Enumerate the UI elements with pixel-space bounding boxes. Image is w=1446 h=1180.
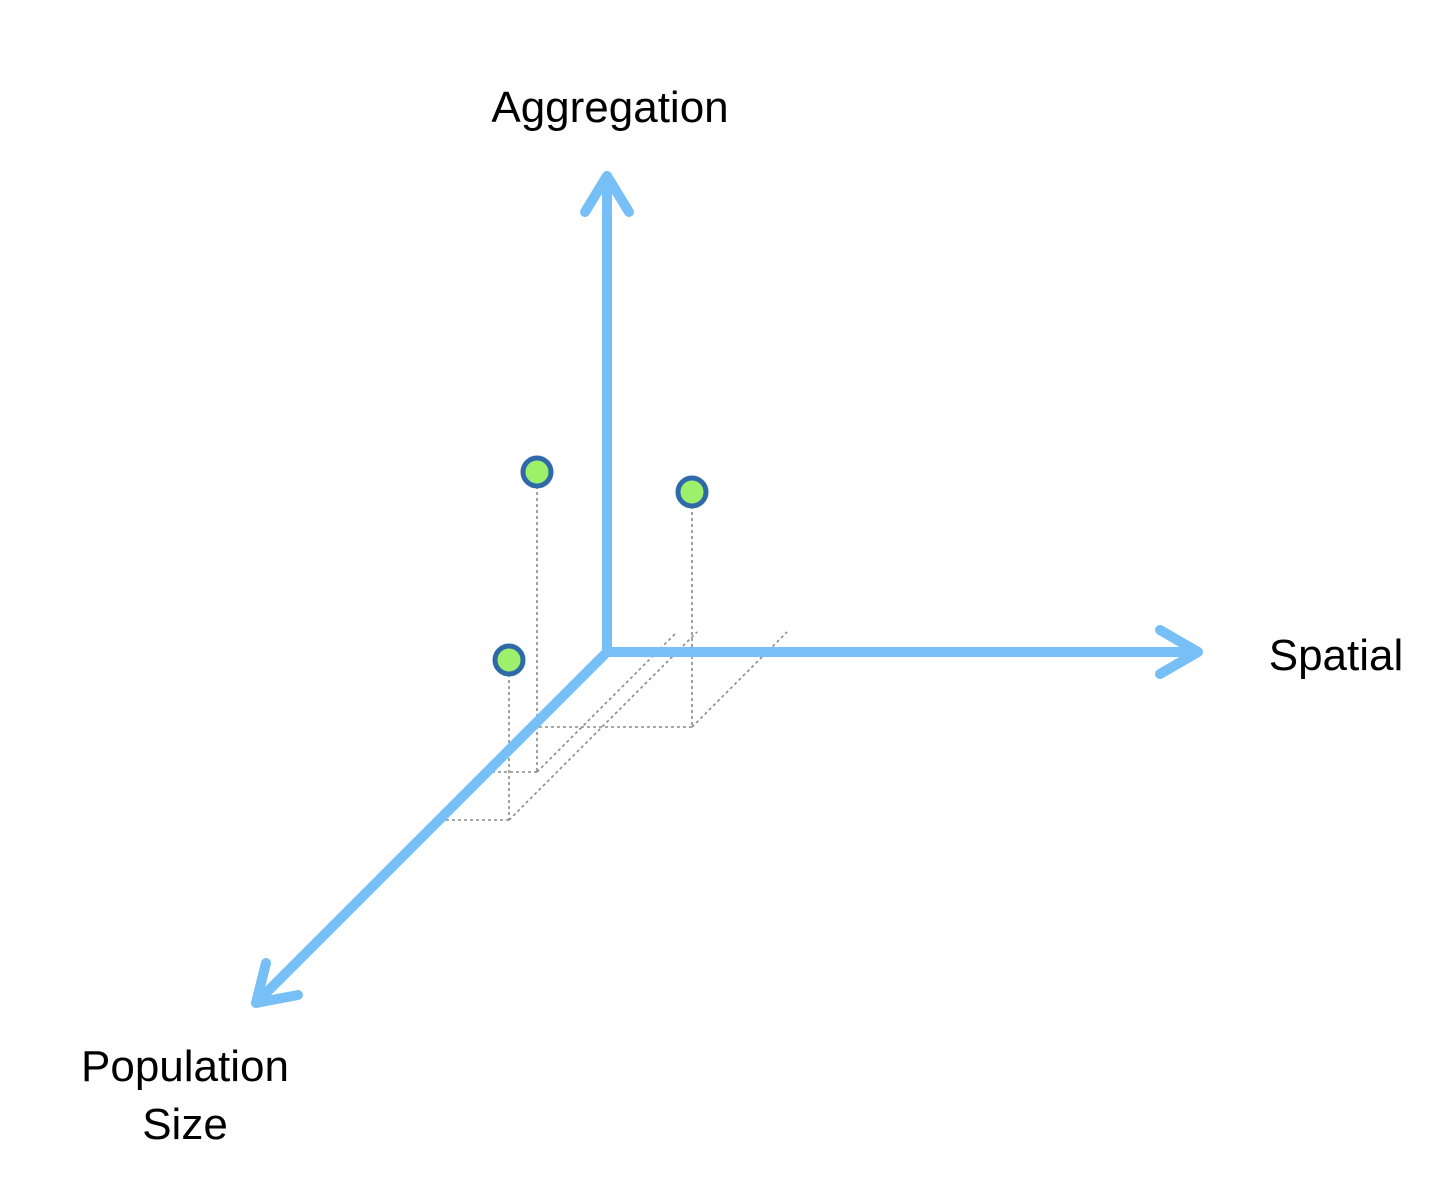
population-size-axis [253,647,612,1006]
aggregation-axis-arrowhead [580,171,634,217]
point-3-spatial-guide [508,631,698,821]
axes [251,171,1203,1008]
aggregation-axis-label: Aggregation [491,83,728,132]
data-point-1 [520,455,554,489]
population-size-axis-label-line1: Population [81,1042,289,1091]
projection-guides [439,486,788,821]
population-size-axis-arrowhead [251,958,303,1008]
data-point-2 [675,475,709,509]
population-size-axis-label-line2: Size [142,1100,228,1149]
point-2-spatial-guide [691,631,788,728]
spatial-axis-arrowhead [1155,625,1203,679]
data-point-3 [492,643,526,677]
data-points [492,455,709,677]
spatial-axis-label: Spatial [1269,631,1404,680]
